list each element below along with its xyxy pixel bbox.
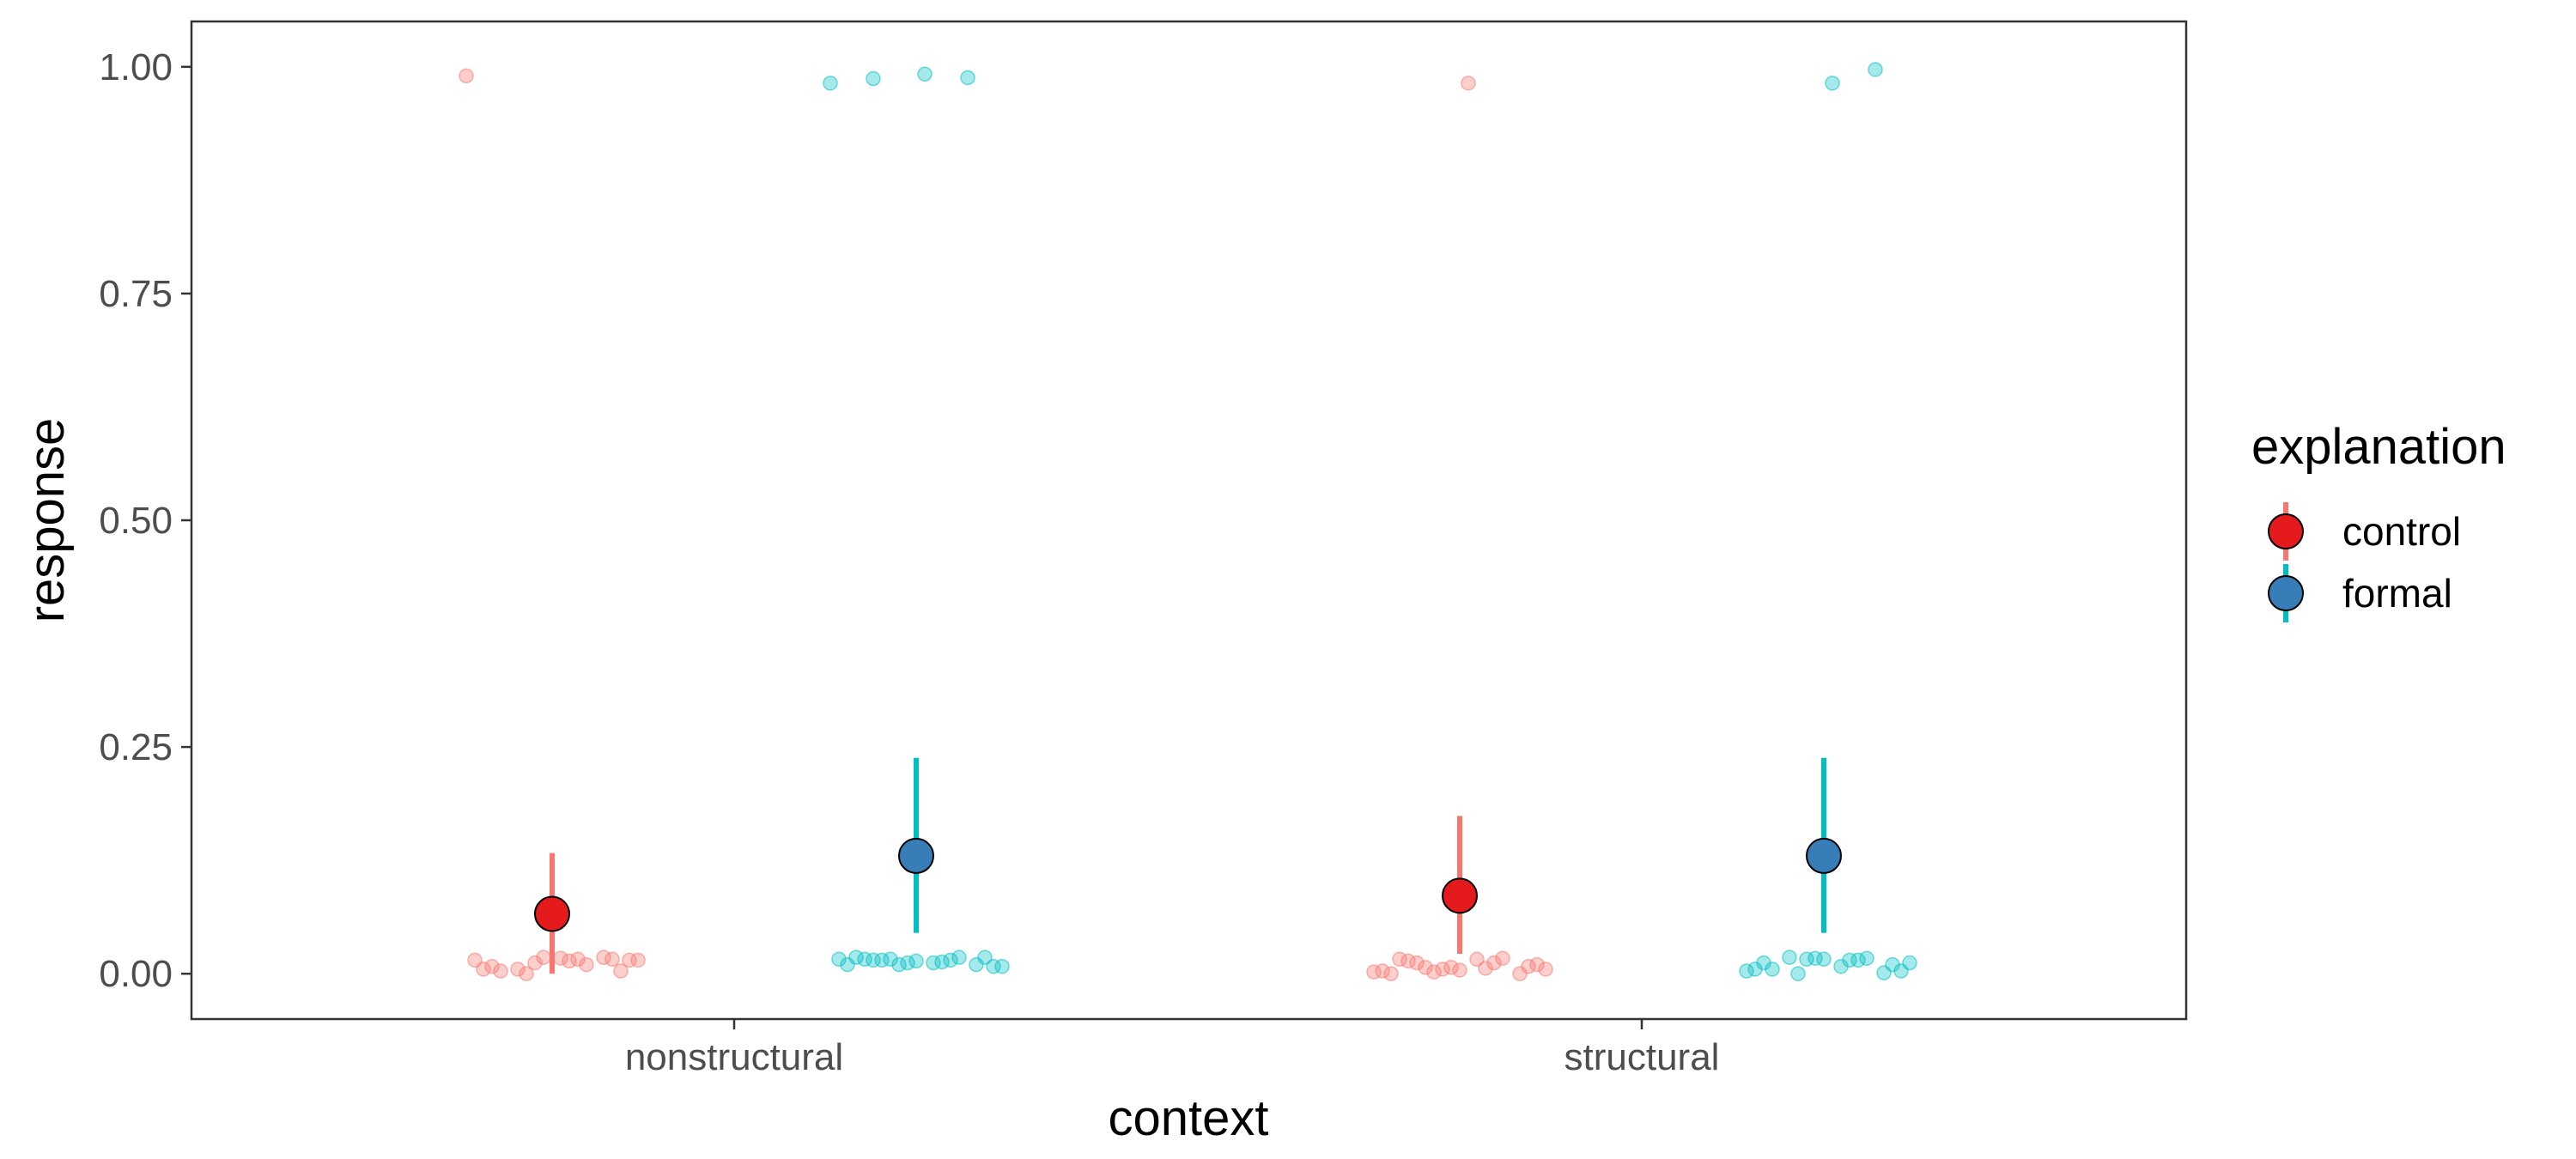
- raw-point-formal: [1825, 76, 1840, 91]
- raw-point-formal: [977, 950, 993, 965]
- raw-point-formal: [1816, 951, 1832, 968]
- legend-key-point-formal: [2268, 575, 2304, 611]
- data-layer: [459, 62, 1917, 981]
- raw-point-control: [1443, 960, 1459, 975]
- mean-point-control: [1442, 877, 1478, 914]
- raw-point-formal: [831, 951, 847, 968]
- raw-point-control: [484, 958, 500, 974]
- raw-point-control: [493, 963, 508, 979]
- raw-point-formal: [866, 952, 881, 968]
- raw-point-control: [605, 951, 620, 968]
- y-axis: 0.00 0.25 0.50 0.75 1.00: [99, 46, 191, 995]
- raw-point-control: [630, 952, 646, 968]
- raw-point-control: [519, 966, 534, 981]
- raw-point-formal: [1842, 952, 1857, 968]
- raw-point-control: [1461, 76, 1476, 91]
- raw-point-control: [510, 962, 526, 977]
- raw-point-formal: [994, 958, 1010, 974]
- raw-point-control: [536, 950, 551, 965]
- y-tick-label: 0.25: [99, 726, 173, 768]
- x-axis: nonstructural structural: [625, 1019, 1720, 1078]
- mean-point-control: [534, 895, 570, 932]
- raw-point-control: [1495, 950, 1510, 966]
- raw-point-control: [1426, 964, 1442, 980]
- raw-point-control: [570, 951, 586, 968]
- raw-point-formal: [883, 951, 898, 968]
- legend: explanation control formal: [2251, 419, 2506, 622]
- legend-label-formal: formal: [2342, 571, 2452, 616]
- raw-point-formal: [986, 958, 1001, 974]
- raw-point-formal: [823, 76, 838, 91]
- raw-point-formal: [866, 70, 881, 87]
- raw-point-control: [527, 955, 543, 971]
- mean-point-formal: [1806, 837, 1842, 874]
- raw-point-control: [1452, 962, 1467, 978]
- y-tick-label: 0.00: [99, 953, 173, 995]
- legend-label-control: control: [2342, 509, 2461, 554]
- x-axis-title: context: [1109, 1090, 1269, 1146]
- raw-point-control: [579, 956, 594, 973]
- raw-point-control: [1409, 955, 1425, 971]
- y-axis-title: response: [19, 418, 75, 623]
- raw-point-formal: [943, 952, 958, 968]
- raw-point-control: [1366, 964, 1382, 980]
- legend-key-point-control: [2268, 513, 2304, 549]
- raw-point-formal: [1902, 955, 1917, 971]
- x-tick-label: nonstructural: [625, 1036, 843, 1078]
- raw-point-control: [1529, 956, 1545, 973]
- raw-point-control: [476, 962, 491, 977]
- raw-point-control: [459, 68, 474, 84]
- raw-point-formal: [908, 953, 924, 969]
- raw-point-control: [613, 963, 629, 979]
- raw-point-control: [1478, 961, 1493, 976]
- raw-point-formal: [960, 70, 975, 86]
- raw-point-formal: [917, 66, 933, 82]
- raw-point-control: [1418, 960, 1433, 975]
- raw-point-formal: [1790, 966, 1806, 981]
- raw-point-control: [467, 952, 483, 968]
- raw-point-formal: [1765, 962, 1780, 977]
- raw-point-control: [1469, 951, 1485, 968]
- legend-title: explanation: [2251, 419, 2506, 475]
- raw-point-formal: [1868, 62, 1883, 77]
- raw-point-formal: [951, 950, 967, 965]
- raw-point-control: [1538, 962, 1553, 977]
- x-tick-label: structural: [1564, 1036, 1720, 1078]
- raw-point-control: [1486, 955, 1502, 971]
- y-tick-label: 0.75: [99, 273, 173, 315]
- raw-point-control: [622, 952, 637, 968]
- mean-point-formal: [898, 837, 934, 874]
- raw-point-formal: [1782, 950, 1797, 965]
- raw-point-formal: [1859, 950, 1874, 966]
- y-tick-label: 1.00: [99, 46, 173, 88]
- raw-point-control: [1383, 966, 1399, 981]
- y-tick-label: 0.50: [99, 500, 173, 542]
